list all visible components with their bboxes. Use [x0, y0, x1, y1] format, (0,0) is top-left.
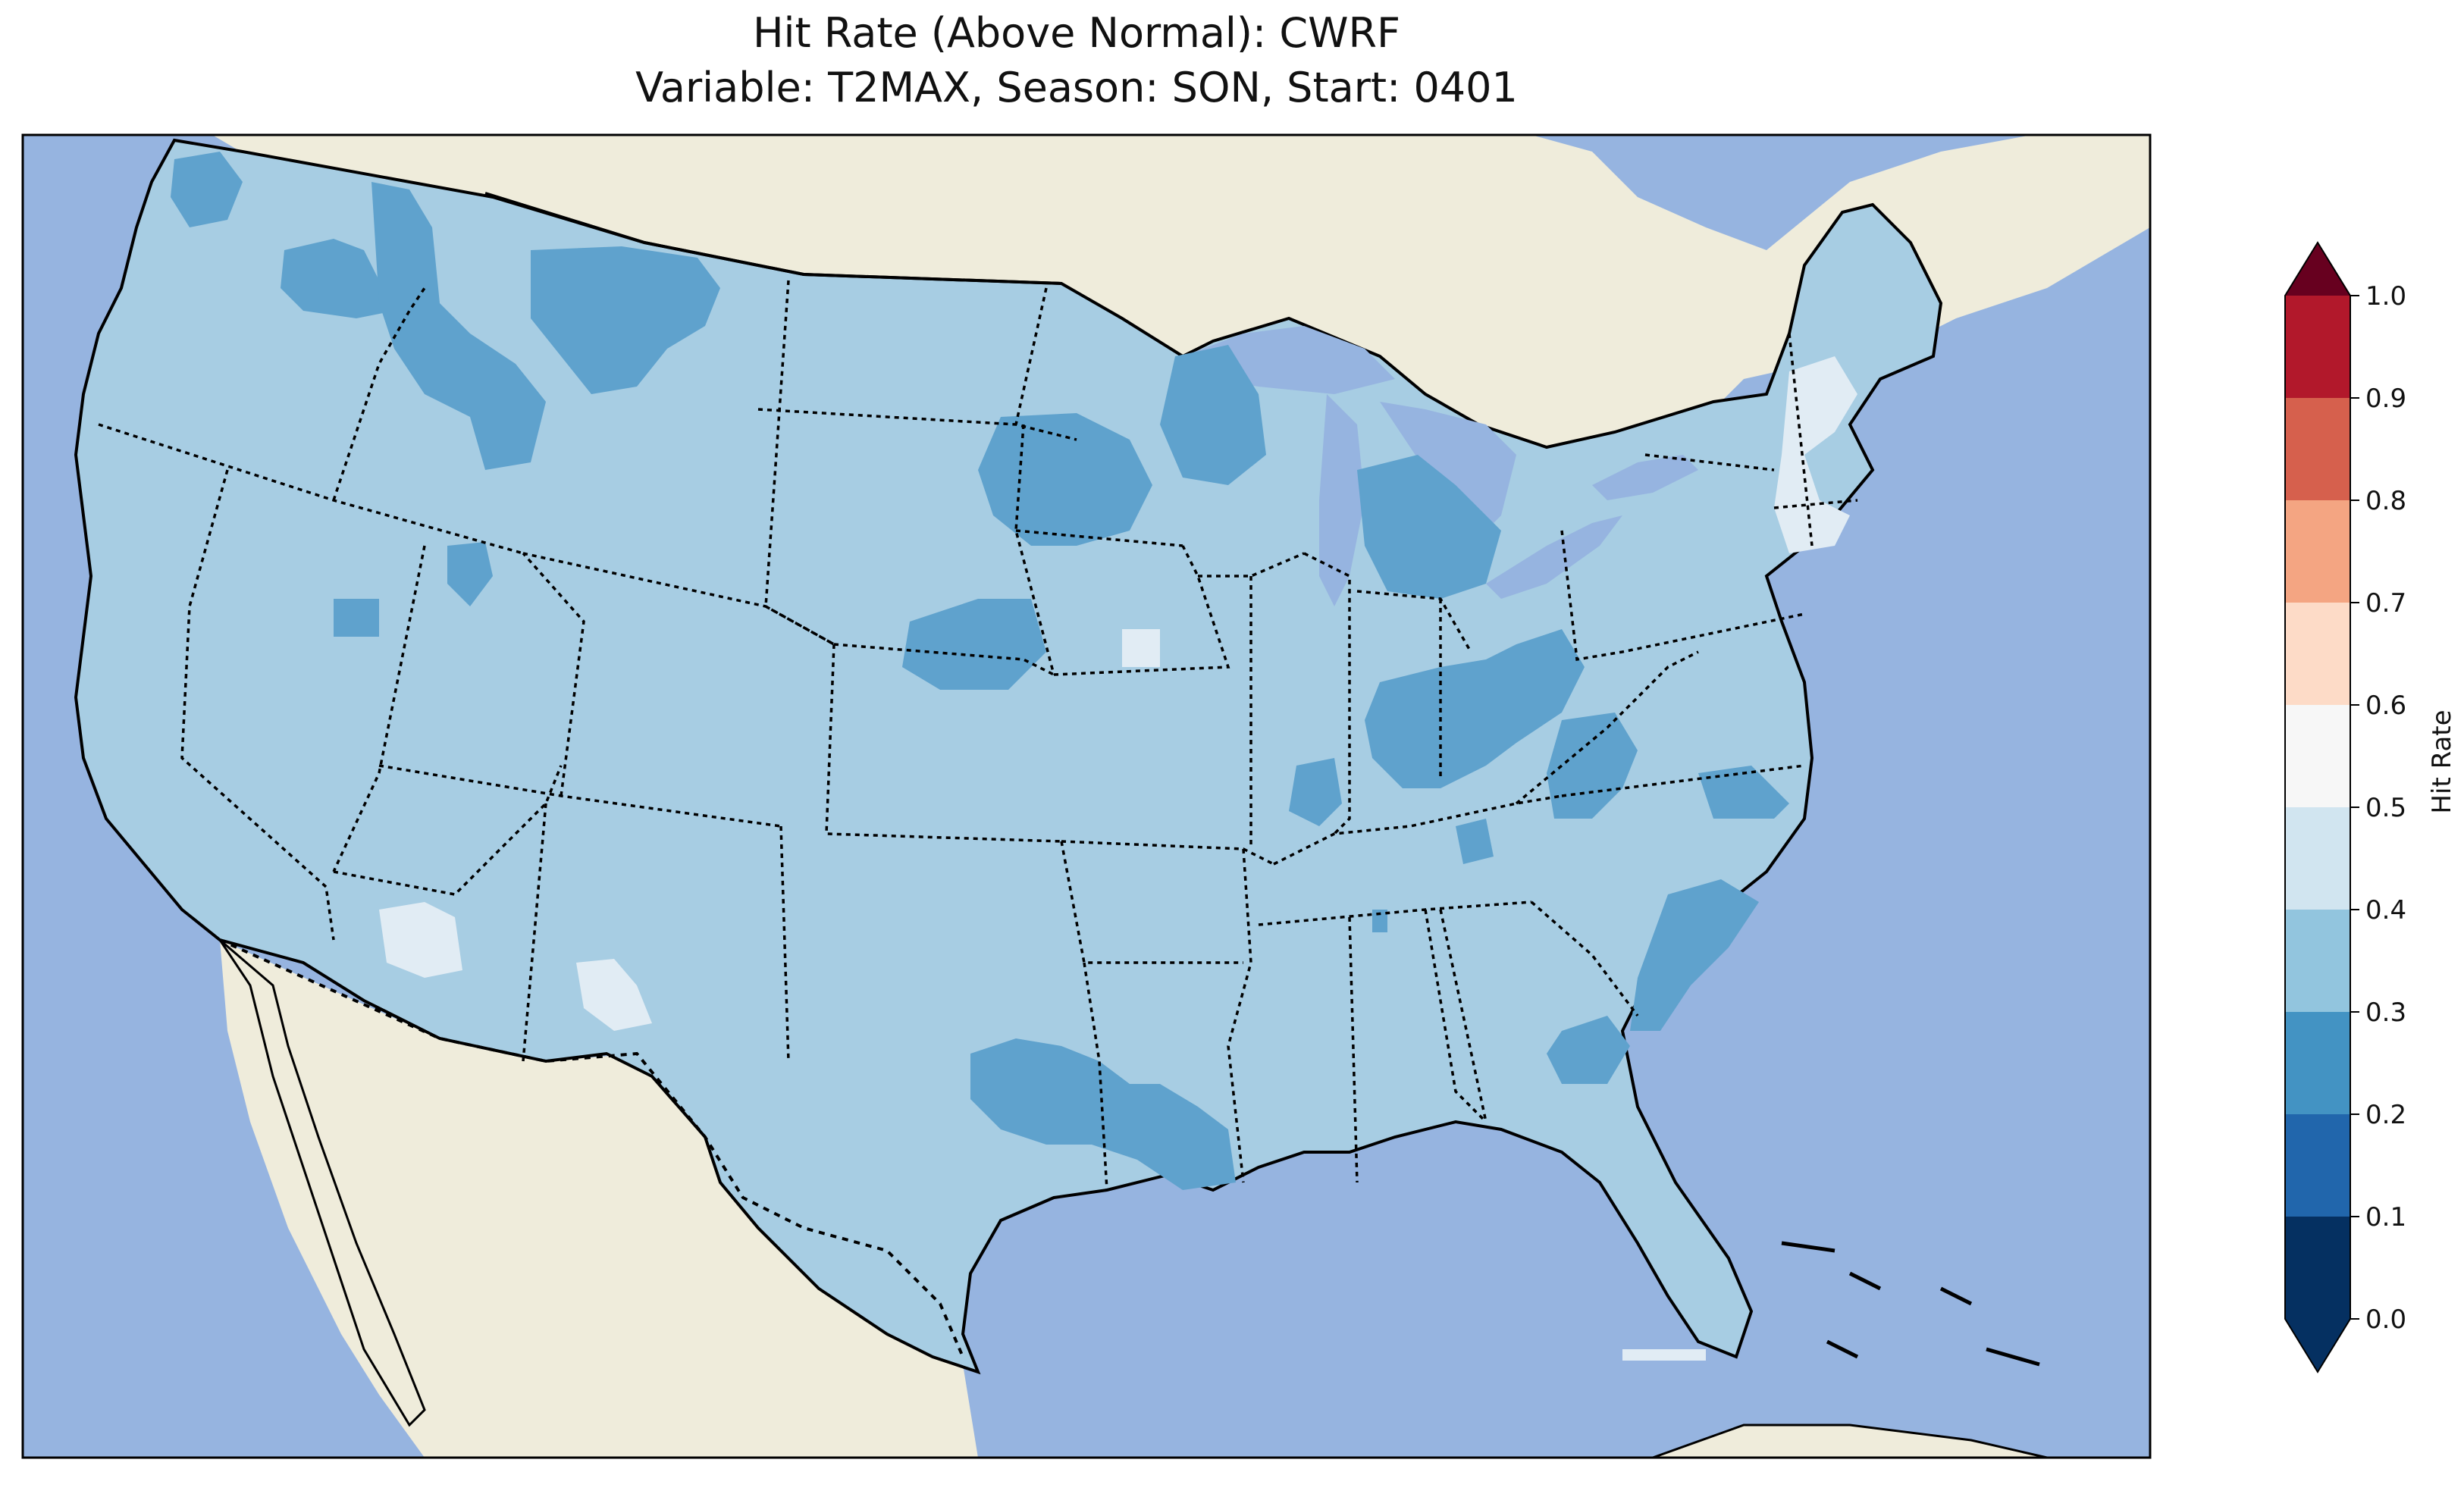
- colorbar-tick-label: 0.3: [2365, 998, 2406, 1028]
- colorbar-tick-label: 0.8: [2365, 486, 2406, 516]
- baja-land: [218, 938, 426, 1427]
- colorbar-tick-label: 0.6: [2365, 691, 2406, 721]
- colorbar-tick-label: 0.1: [2365, 1202, 2406, 1232]
- colorbar-segment: [2285, 807, 2350, 910]
- colorbar-over-extend: [2285, 243, 2350, 296]
- colorbar-tick-label: 0.5: [2365, 793, 2406, 823]
- colorbar-segment: [2285, 296, 2350, 398]
- colorbar-tick-label: 0.7: [2365, 588, 2406, 619]
- colorbar-tick-label: 0.0: [2365, 1305, 2406, 1335]
- colorbar-tick-label: 0.9: [2365, 384, 2406, 414]
- us-canada-border: [484, 192, 1062, 285]
- colorbar-segment: [2285, 398, 2350, 500]
- hit-rate-0.4-0.5-regions: [379, 356, 1857, 1361]
- state-borders: [98, 280, 1858, 1191]
- colorbar-segment: [2285, 500, 2350, 603]
- colorbar-segment: [2285, 910, 2350, 1012]
- us-mexico-border: [219, 938, 964, 1358]
- bahamas-land: [1781, 1241, 2040, 1367]
- colorbar-segment: [2285, 1012, 2350, 1114]
- great-lakes: [1183, 326, 1698, 606]
- mexico-land: [220, 940, 978, 1458]
- figure-subtitle: Variable: T2MAX, Season: SON, Start: 040…: [635, 64, 1518, 111]
- hit-rate-0.2-0.3-regions: [171, 152, 1789, 1190]
- colorbar-under-extend: [2285, 1319, 2350, 1372]
- colorbar-segment: [2285, 603, 2350, 705]
- colorbar-label: Hit Rate: [2427, 709, 2457, 813]
- colorbar-segment: [2285, 1217, 2350, 1319]
- colorbar-tick-label: 0.2: [2365, 1100, 2406, 1130]
- colorbar-tick-label: 1.0: [2365, 281, 2406, 312]
- map-frame-border: [21, 133, 2152, 1459]
- colorbar-segment: [2285, 1114, 2350, 1217]
- colorbar-segment: [2285, 705, 2350, 807]
- cuba-land: [1652, 1424, 2048, 1458]
- colorbar-tick-label: 0.4: [2365, 895, 2406, 926]
- figure-title: Hit Rate (Above Normal): CWRF: [752, 9, 1401, 57]
